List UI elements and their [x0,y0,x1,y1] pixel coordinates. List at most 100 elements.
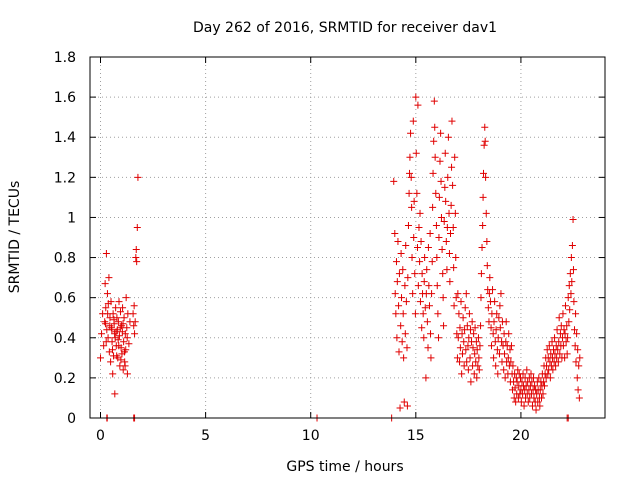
data-point [116,308,124,316]
data-point [483,262,491,270]
data-point [559,342,567,350]
data-point [565,282,573,290]
data-point [416,298,424,306]
data-point [400,398,408,406]
data-point [555,338,563,346]
data-point [437,129,445,137]
data-point [568,242,576,250]
data-point [120,314,128,322]
data-point [483,238,491,246]
data-point [562,338,570,346]
data-point [419,310,427,318]
y-tick-label: 1.2 [54,170,76,186]
data-point [487,342,495,350]
data-point [134,173,142,181]
data-point [548,338,556,346]
data-point [507,358,515,366]
data-point [536,402,544,410]
data-point [130,302,138,310]
data-point [432,221,440,229]
data-point [123,370,131,378]
data-point [464,342,472,350]
data-point [435,334,443,342]
data-point [408,203,416,211]
data-point [408,254,416,262]
data-point [412,149,420,157]
data-point [545,342,553,350]
y-tick-label: 1.8 [54,50,76,66]
y-tick-label: 1.6 [54,90,76,106]
data-point [448,117,456,125]
data-point [427,330,435,338]
data-point [420,278,428,286]
data-point [132,254,140,262]
data-point [444,173,452,181]
data-point [479,193,487,201]
data-point [98,330,106,338]
data-point [444,133,452,141]
data-point [546,374,554,382]
data-point [456,344,464,352]
data-point [399,266,407,274]
data-point [100,342,108,350]
data-point [458,330,466,338]
data-point [480,141,488,149]
x-axis-title: GPS time / hours [286,459,403,475]
data-point [445,209,453,217]
data-point [574,346,582,354]
data-point [111,390,119,398]
data-point [502,338,510,346]
data-point [436,157,444,165]
data-point [492,362,500,370]
data-point [487,324,495,332]
data-point [406,169,414,177]
data-point [470,330,478,338]
data-point [404,221,412,229]
data-point [435,234,443,241]
data-point [395,348,403,356]
y-axis-title: SRMTID / TECUs [7,181,23,294]
data-point [475,366,483,374]
data-point [109,370,117,378]
data-point [554,358,562,366]
data-point [121,362,129,370]
data-point [110,316,118,324]
data-point [473,346,481,354]
data-point [122,294,130,302]
data-point [390,177,398,185]
data-point [466,326,474,334]
data-point [511,384,519,392]
y-tick-label: 0.6 [54,291,76,307]
data-point [451,153,459,161]
data-point [509,362,517,370]
data-point [111,330,119,338]
data-point [502,318,510,326]
data-point [435,193,443,201]
data-point [575,362,583,370]
data-point [559,310,567,318]
data-point [120,338,128,346]
data-point [393,278,401,286]
data-point [394,238,402,246]
data-point [102,320,110,328]
data-point [123,334,131,342]
data-point [428,290,436,298]
data-point [458,350,466,358]
data-point [482,173,490,181]
data-point [438,246,446,254]
data-point [452,254,460,262]
data-point [554,346,562,354]
data-point [491,338,499,346]
data-point [402,242,410,250]
data-point [517,398,525,406]
data-point [114,336,122,344]
data-point [576,354,584,362]
data-point [561,330,569,338]
data-point [447,229,454,237]
data-point [429,169,437,177]
data-point [527,370,535,378]
data-point [474,362,482,370]
data-point [552,362,560,370]
data-point [397,322,405,330]
data-point [104,334,112,342]
